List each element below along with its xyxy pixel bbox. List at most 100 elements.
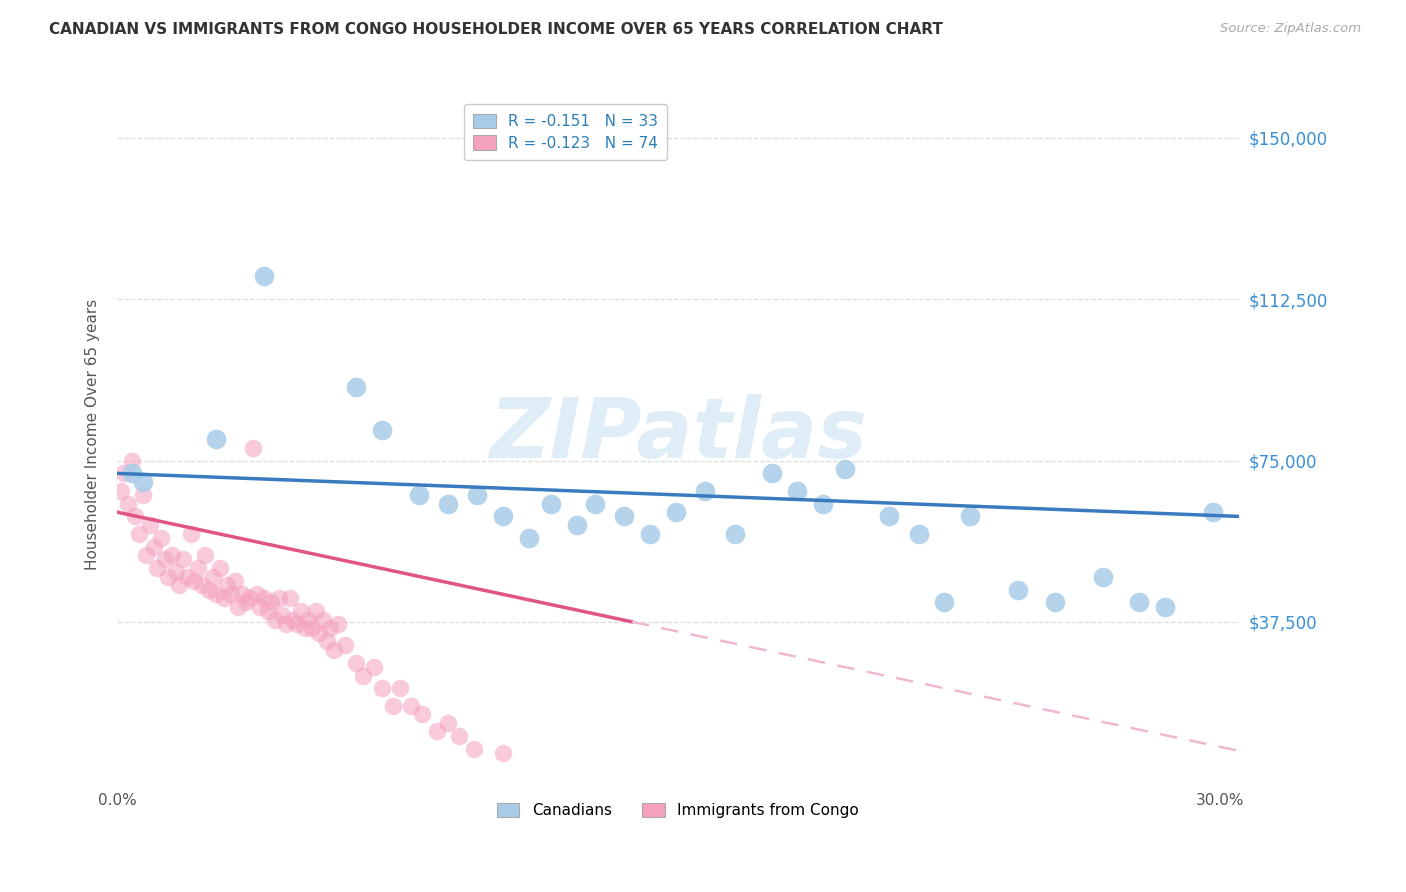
Point [235,595,257,609]
Point [695,483,717,498]
Point [271,608,294,623]
Point [437,496,460,510]
Point [326,616,349,631]
Point [786,483,808,498]
Point [319,621,342,635]
Point [389,681,412,696]
Point [308,625,330,640]
Point [761,467,783,481]
Point [249,599,271,614]
Point [811,496,834,510]
Point [219,587,242,601]
Point [1043,595,1066,609]
Point [201,569,224,583]
Point [492,746,515,760]
Point [583,496,606,510]
Point [312,613,335,627]
Point [333,639,356,653]
Point [426,724,449,739]
Point [208,561,231,575]
Point [153,552,176,566]
Point [205,587,228,601]
Point [198,582,221,597]
Point [238,591,260,606]
Point [253,268,276,283]
Point [267,591,290,606]
Point [283,613,305,627]
Point [1007,582,1029,597]
Point [363,660,385,674]
Point [242,441,264,455]
Point [381,698,404,713]
Point [492,509,515,524]
Point [344,656,367,670]
Text: Source: ZipAtlas.com: Source: ZipAtlas.com [1220,22,1361,36]
Point [907,526,929,541]
Point [276,616,298,631]
Point [638,526,661,541]
Point [169,578,191,592]
Point [246,587,269,601]
Point [231,587,253,601]
Point [194,548,217,562]
Point [112,467,135,481]
Point [135,548,157,562]
Point [294,621,316,635]
Point [565,518,588,533]
Point [165,566,187,580]
Point [411,707,433,722]
Point [934,595,956,609]
Point [1091,569,1114,583]
Point [117,496,139,510]
Point [142,540,165,554]
Point [150,531,173,545]
Point [447,729,470,743]
Point [467,488,489,502]
Point [297,613,319,627]
Text: ZIPatlas: ZIPatlas [489,394,866,475]
Point [304,604,326,618]
Point [834,462,856,476]
Point [285,616,308,631]
Point [877,509,900,524]
Point [1128,595,1150,609]
Point [323,642,346,657]
Point [146,561,169,575]
Legend: Canadians, Immigrants from Congo: Canadians, Immigrants from Congo [491,797,865,824]
Point [132,488,155,502]
Point [278,591,301,606]
Point [371,424,394,438]
Point [437,715,460,730]
Point [371,681,394,696]
Point [344,380,367,394]
Point [217,578,239,592]
Point [959,509,981,524]
Point [264,613,287,627]
Point [665,505,688,519]
Point [172,552,194,566]
Point [139,518,162,533]
Point [132,475,155,489]
Point [540,496,562,510]
Point [408,488,430,502]
Point [517,531,540,545]
Point [121,453,143,467]
Point [260,595,283,609]
Point [463,741,485,756]
Point [124,509,146,524]
Point [157,569,180,583]
Point [228,599,250,614]
Point [110,483,132,498]
Point [724,526,747,541]
Point [212,591,235,606]
Point [180,526,202,541]
Point [1202,505,1225,519]
Point [205,432,228,446]
Point [253,591,276,606]
Point [183,574,205,588]
Point [290,604,312,618]
Point [187,561,209,575]
Point [256,604,278,618]
Point [190,578,212,592]
Point [613,509,636,524]
